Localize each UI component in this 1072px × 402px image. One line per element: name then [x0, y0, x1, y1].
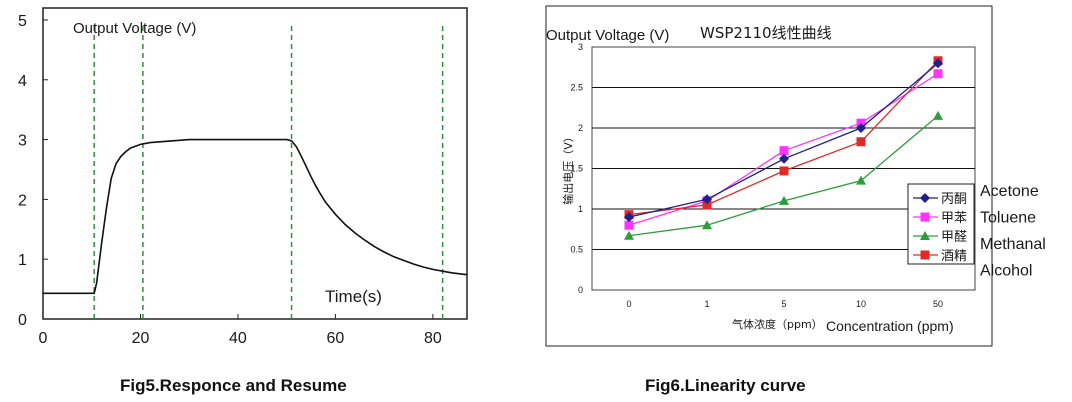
linearity-point-methanal — [624, 230, 634, 240]
response-x-ticks: 0 20 40 60 80 — [39, 314, 442, 347]
legend-marker-acetone — [920, 193, 930, 203]
linearity-title: WSP2110线性曲线 — [700, 24, 832, 42]
response-plot-frame — [42, 7, 468, 320]
linearity-y-ticks: 0 0.5 1 1.5 2 2.5 3 — [570, 42, 583, 295]
linearity-y-tick-label: 3 — [578, 42, 583, 52]
response-y-tick-label: 2 — [18, 192, 27, 209]
legend-label-acetone: 丙酮 — [941, 192, 967, 207]
caption-fig5: Fig5.Responce and Resume — [120, 376, 347, 395]
response-x-tick-label: 80 — [424, 330, 442, 347]
linearity-y-tick-label: 1 — [578, 204, 583, 214]
linearity-point-acetone — [624, 212, 634, 223]
linearity-x-ticks: 0 1 5 10 50 — [626, 299, 943, 309]
response-y-tick-label: 4 — [18, 73, 27, 90]
response-x-tick-label: 60 — [327, 330, 345, 347]
linearity-y-label-cn: 输出电压（V） — [561, 131, 575, 205]
linearity-y-tick-label: 0 — [578, 285, 583, 295]
legend-english-methanal: Methanal — [980, 236, 1046, 253]
linearity-y-tick-label: 2.5 — [570, 83, 583, 93]
linearity-x-tick-label: 10 — [856, 299, 866, 309]
linearity-point-methanal — [856, 175, 866, 185]
caption-fig6: Fig6.Linearity curve — [645, 376, 806, 395]
legend-marker-methanal — [920, 231, 930, 240]
linearity-point-alcohol — [779, 166, 789, 176]
linearity-y-title: Output Voltage (V) — [546, 27, 669, 44]
linearity-point-toluene — [779, 146, 789, 156]
linearity-point-acetone — [779, 153, 789, 164]
linearity-y-tick-label: 2 — [578, 123, 583, 133]
response-vertical-markers — [93, 26, 444, 319]
linearity-legend-english: Acetone Toluene Methanal Alcohol — [980, 183, 1046, 280]
legend-label-alcohol: 酒精 — [941, 249, 967, 264]
linearity-point-alcohol — [856, 137, 866, 147]
response-x-label: Time(s) — [325, 287, 382, 306]
response-chart: 0 1 2 3 4 5 0 20 40 60 80 Output Voltage (V) Time… — [18, 7, 468, 347]
linearity-y-tick-label: 0.5 — [570, 245, 583, 255]
linearity-x-tick-label: 5 — [781, 299, 786, 309]
response-y-tick-label: 3 — [18, 133, 27, 150]
response-y-ticks: 0 1 2 3 4 5 — [18, 13, 48, 329]
linearity-point-methanal — [933, 110, 943, 120]
legend-english-toluene: Toluene — [980, 210, 1036, 227]
linearity-y-tick-label: 1.5 — [570, 164, 583, 174]
linearity-point-methanal — [702, 220, 712, 230]
linearity-point-alcohol — [702, 200, 712, 210]
linearity-point-acetone — [702, 194, 712, 205]
response-curve — [43, 138, 468, 295]
linearity-x-tick-label: 1 — [704, 299, 709, 309]
linearity-point-toluene — [624, 220, 634, 230]
response-x-tick-label: 20 — [132, 330, 150, 347]
response-y-tick-label: 0 — [18, 312, 27, 329]
linearity-legend-box — [907, 183, 975, 265]
response-title: Output Voltage (V) — [73, 20, 196, 37]
linearity-x-label: Concentration (ppm) — [826, 318, 954, 334]
legend-marker-alcohol — [920, 250, 930, 260]
linearity-point-toluene — [933, 69, 943, 79]
response-y-tick-label: 1 — [18, 252, 27, 269]
linearity-point-acetone — [933, 58, 943, 69]
linearity-chart: Output Voltage (V) WSP2110线性曲线 0 0.5 1 1.5 2… — [545, 5, 1046, 347]
linearity-x-tick-label: 0 — [626, 299, 631, 309]
linearity-point-acetone — [856, 123, 866, 133]
linearity-point-methanal — [779, 195, 789, 205]
linearity-x-label-cn: 气体浓度（ppm） — [732, 317, 823, 331]
legend-label-toluene: 甲苯 — [941, 211, 967, 226]
legend-english-alcohol: Alcohol — [980, 263, 1032, 280]
legend-marker-toluene — [920, 212, 930, 222]
response-x-tick-label: 40 — [229, 330, 247, 347]
legend-english-acetone: Acetone — [980, 183, 1039, 200]
legend-label-methanal: 甲醛 — [941, 229, 967, 245]
response-x-tick-label: 0 — [39, 330, 48, 347]
linearity-series — [624, 56, 943, 240]
linearity-x-tick-label: 50 — [933, 299, 943, 309]
response-y-tick-label: 5 — [18, 13, 27, 30]
